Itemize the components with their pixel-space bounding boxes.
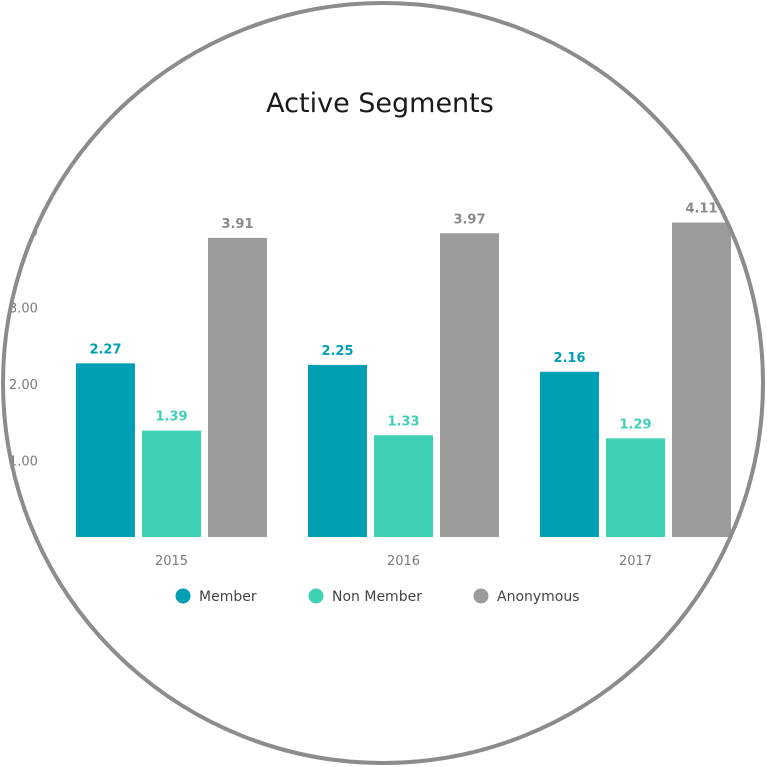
data-label: 2.25: [321, 344, 353, 359]
bar-member-2015[interactable]: [76, 363, 135, 537]
x-category-label: 2017: [619, 554, 652, 569]
bar-member-2017[interactable]: [540, 371, 599, 537]
y-tick-label: 3.00: [9, 302, 38, 317]
y-tick-label: 2.00: [9, 378, 38, 393]
legend-item-member[interactable]: Member: [175, 588, 257, 606]
y-tick-label: 1.00: [9, 455, 38, 470]
legend-label: Anonymous: [497, 589, 580, 605]
bar-anonymous-2016[interactable]: [440, 233, 499, 538]
x-category-label: 2016: [387, 554, 420, 569]
legend-item-non-member[interactable]: Non Member: [308, 588, 423, 606]
bar-member-2016[interactable]: [308, 364, 367, 537]
data-label: 2.16: [553, 351, 585, 366]
data-label: 2.27: [89, 342, 121, 357]
data-label: 3.97: [453, 212, 485, 227]
legend-swatch-icon: [473, 588, 489, 604]
bar-non-member-2016[interactable]: [374, 435, 433, 537]
legend-swatch-icon: [175, 588, 191, 604]
bar-non-member-2015[interactable]: [142, 430, 201, 537]
chart-title: Active Segments: [266, 88, 494, 119]
data-label: 4.11: [685, 202, 717, 217]
legend-label: Non Member: [332, 589, 422, 605]
bar-anonymous-2017[interactable]: [672, 222, 731, 537]
legend-item-anonymous[interactable]: Anonymous: [473, 588, 580, 606]
legend-swatch-icon: [308, 588, 324, 604]
data-label: 1.33: [387, 414, 419, 429]
bar-anonymous-2015[interactable]: [208, 237, 267, 537]
data-label: 1.29: [619, 417, 651, 432]
legend-label: Member: [199, 589, 257, 605]
x-category-label: 2015: [155, 554, 188, 569]
bar-non-member-2017[interactable]: [606, 438, 665, 537]
data-label: 1.39: [155, 410, 187, 425]
data-label: 3.91: [221, 217, 253, 232]
